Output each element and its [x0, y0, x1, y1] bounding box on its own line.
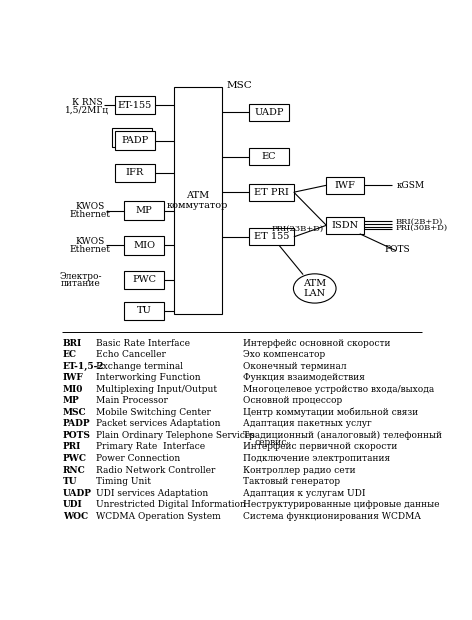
Text: KWOS: KWOS: [76, 202, 105, 211]
Text: К RNS: К RNS: [72, 98, 102, 107]
Text: Mobile Switching Center: Mobile Switching Center: [96, 408, 211, 417]
Text: MSC: MSC: [63, 408, 86, 417]
Text: Многоцелевое устройство входа/выхода: Многоцелевое устройство входа/выхода: [243, 384, 434, 394]
Text: IWF: IWF: [335, 181, 355, 190]
Text: PRI(23B+D): PRI(23B+D): [272, 224, 324, 232]
Text: Контроллер радио сети: Контроллер радио сети: [243, 466, 355, 474]
Bar: [115, 96, 155, 115]
Text: кGSM: кGSM: [397, 181, 425, 190]
Text: Адаптация к услугам UDI: Адаптация к услугам UDI: [243, 489, 365, 498]
Text: UADP: UADP: [254, 108, 284, 117]
Text: UDI services Adaptation: UDI services Adaptation: [96, 489, 209, 498]
Text: Main Processor: Main Processor: [96, 396, 168, 405]
Text: Primary Rate  Interface: Primary Rate Interface: [96, 443, 205, 451]
Text: Unrestricted Digital Information: Unrestricted Digital Information: [96, 500, 246, 509]
Bar: [249, 104, 289, 121]
Text: Основной процессор: Основной процессор: [243, 396, 342, 405]
Text: Интерфейс первичной скорости: Интерфейс первичной скорости: [243, 443, 397, 451]
Text: Exchange terminal: Exchange terminal: [96, 361, 183, 371]
Text: PADP: PADP: [121, 136, 149, 145]
Bar: [115, 164, 155, 182]
Text: IFR: IFR: [126, 169, 144, 177]
Text: PWC: PWC: [63, 454, 87, 463]
Bar: [249, 184, 294, 201]
Text: Power Connection: Power Connection: [96, 454, 180, 463]
Text: Basic Rate Interface: Basic Rate Interface: [96, 339, 190, 347]
Text: ET-155: ET-155: [118, 100, 152, 110]
Bar: [124, 202, 164, 220]
Text: Interworking Function: Interworking Function: [96, 373, 201, 382]
Text: Электро-: Электро-: [59, 272, 102, 280]
Text: Multiplexing Input/Output: Multiplexing Input/Output: [96, 384, 217, 394]
Text: Функция взаимодействия: Функция взаимодействия: [243, 373, 364, 382]
Text: MIO: MIO: [133, 241, 155, 250]
Text: Тактовый генератор: Тактовый генератор: [243, 477, 340, 486]
Text: ATM
коммутатор: ATM коммутатор: [167, 190, 228, 210]
Text: WCDMA Operation System: WCDMA Operation System: [96, 512, 221, 521]
Text: RNC: RNC: [63, 466, 85, 474]
Bar: [249, 228, 294, 246]
Text: MP: MP: [63, 396, 80, 405]
Text: ET PRI: ET PRI: [254, 188, 289, 197]
Text: EC: EC: [63, 350, 77, 359]
Text: Ethernet: Ethernet: [69, 210, 110, 219]
Text: 1,5/2МГц: 1,5/2МГц: [65, 106, 109, 115]
Text: ATM
LAN: ATM LAN: [303, 279, 326, 298]
Text: IWF: IWF: [63, 373, 84, 382]
Bar: [249, 148, 289, 166]
Text: MP: MP: [136, 206, 152, 215]
Text: Ethernet: Ethernet: [69, 244, 110, 254]
Text: Адаптация пакетных услуг: Адаптация пакетных услуг: [243, 419, 371, 428]
Bar: [124, 301, 164, 320]
Text: MI0: MI0: [63, 384, 83, 394]
Text: Интерфейс основной скорости: Интерфейс основной скорости: [243, 339, 390, 347]
Text: ET 155: ET 155: [253, 232, 289, 241]
Text: KWOS: KWOS: [76, 237, 105, 246]
Text: POTS: POTS: [63, 431, 91, 440]
Text: EC: EC: [262, 153, 276, 161]
Text: Packet services Adaptation: Packet services Adaptation: [96, 419, 221, 428]
Text: BRI(2B+D): BRI(2B+D): [396, 218, 443, 226]
Text: Неструктурированные цифровые данные: Неструктурированные цифровые данные: [243, 500, 439, 509]
Text: PRI(30B+D): PRI(30B+D): [396, 224, 447, 232]
Bar: [174, 87, 222, 314]
Text: сервис: сервис: [254, 438, 287, 448]
Text: MSC: MSC: [227, 81, 253, 89]
Text: WOC: WOC: [63, 512, 88, 521]
Ellipse shape: [294, 274, 336, 303]
Text: UDI: UDI: [63, 500, 83, 509]
Text: PWC: PWC: [132, 275, 156, 285]
Text: PADP: PADP: [63, 419, 91, 428]
Text: Echo Canceller: Echo Canceller: [96, 350, 166, 359]
Text: ET-1,5-2: ET-1,5-2: [63, 361, 104, 371]
Bar: [112, 128, 152, 147]
Bar: [124, 236, 164, 255]
Text: ISDN: ISDN: [331, 221, 359, 230]
Bar: [326, 177, 363, 193]
Text: питание: питание: [61, 279, 101, 288]
Text: TU: TU: [63, 477, 77, 486]
Text: Центр коммутации мобильной связи: Центр коммутации мобильной связи: [243, 408, 418, 417]
Text: Эхо компенсатор: Эхо компенсатор: [243, 350, 325, 359]
Text: Подключение электропитания: Подключение электропитания: [243, 454, 390, 463]
Text: TU: TU: [137, 306, 152, 316]
Bar: [124, 271, 164, 289]
Text: Система функционирования WCDMA: Система функционирования WCDMA: [243, 512, 421, 521]
Text: PRI: PRI: [63, 443, 81, 451]
Text: Plain Ordinary Telephone Services: Plain Ordinary Telephone Services: [96, 431, 255, 440]
Text: BRI: BRI: [63, 339, 82, 347]
Text: Timing Unit: Timing Unit: [96, 477, 151, 486]
Bar: [326, 217, 363, 234]
Bar: [115, 131, 155, 150]
Text: POTS: POTS: [385, 245, 410, 254]
Text: Оконечный терминал: Оконечный терминал: [243, 361, 346, 371]
Text: Традиционный (аналоговый) телефонный: Традиционный (аналоговый) телефонный: [243, 431, 442, 440]
Text: Radio Network Controller: Radio Network Controller: [96, 466, 216, 474]
Text: UADP: UADP: [63, 489, 92, 498]
